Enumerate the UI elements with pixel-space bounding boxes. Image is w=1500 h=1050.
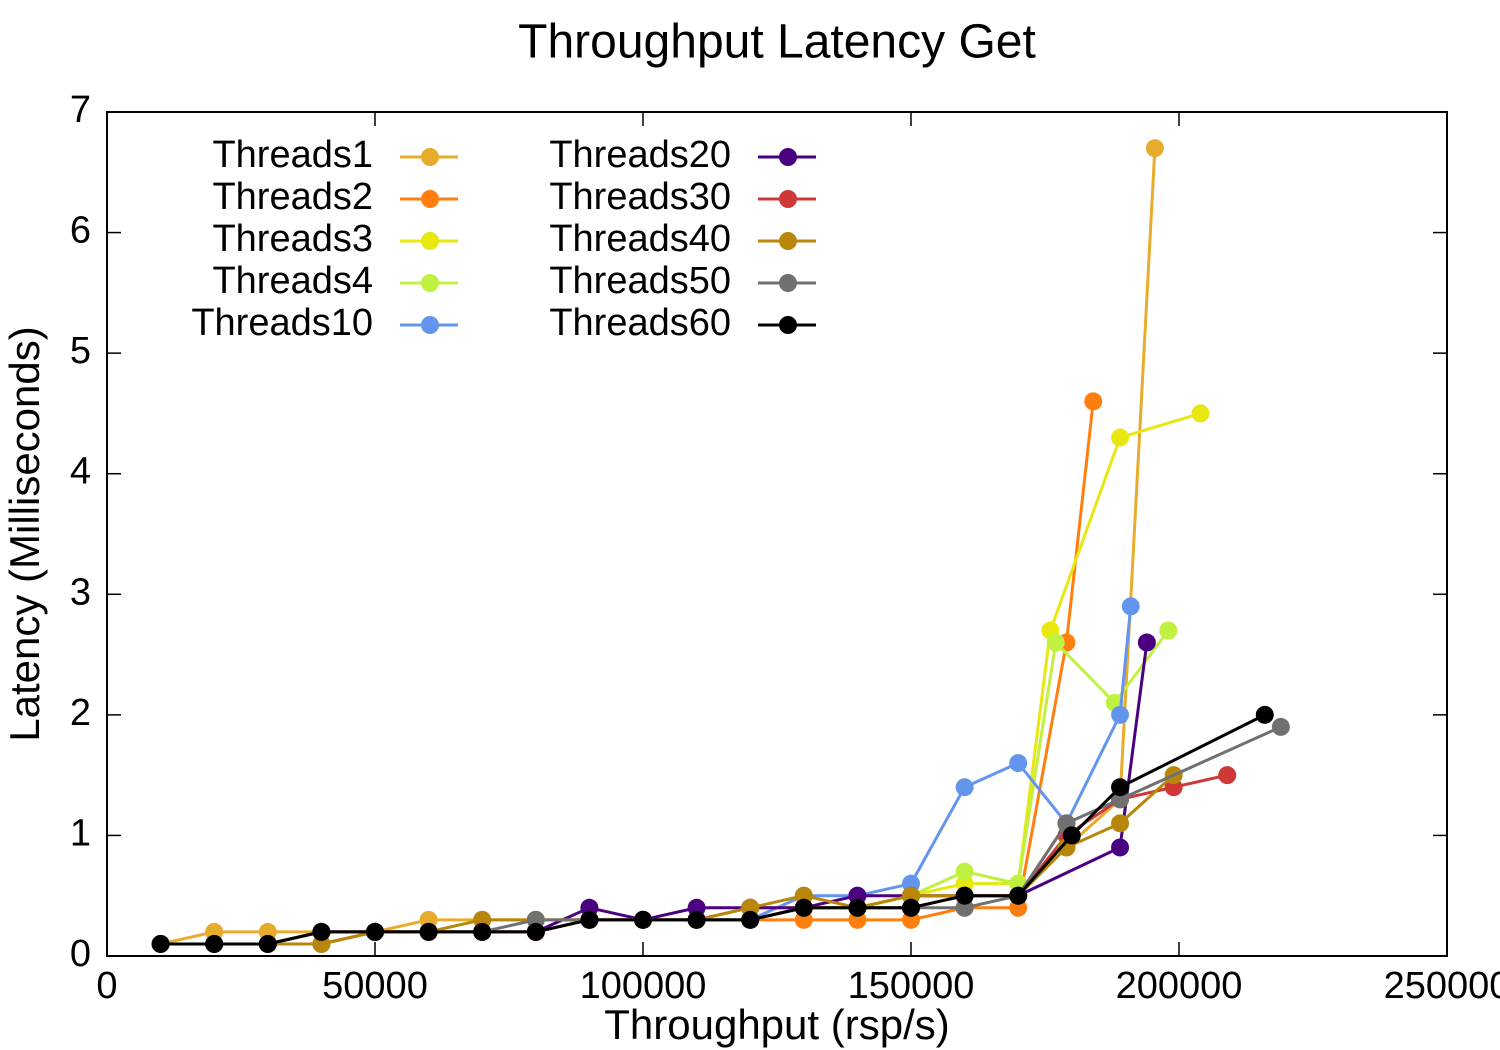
x-tick-label: 100000 (580, 965, 707, 1007)
y-tick-label: 2 (70, 692, 91, 734)
legend-label: Threads50 (549, 260, 731, 302)
data-point (473, 922, 492, 941)
legend-marker (779, 274, 797, 292)
data-point (955, 862, 974, 881)
data-point (580, 910, 599, 929)
legend-marker (779, 190, 797, 208)
data-point (1084, 392, 1103, 411)
legend-label: Threads2 (212, 176, 373, 218)
data-point (1218, 766, 1237, 785)
x-tick-label: 150000 (848, 965, 975, 1007)
data-point (741, 910, 760, 929)
legend-label: Threads40 (549, 218, 731, 260)
data-point (955, 886, 974, 905)
legend-label: Threads4 (212, 260, 373, 302)
data-point (1159, 621, 1178, 640)
chart-title: Throughput Latency Get (518, 16, 1036, 69)
data-point (955, 778, 974, 797)
x-tick-label: 50000 (322, 965, 428, 1007)
data-point (1111, 778, 1130, 797)
legend-marker (421, 232, 439, 250)
legend-marker (779, 232, 797, 250)
series-line (160, 725, 1282, 946)
y-axis-label: Latency (Milliseconds) (1, 326, 48, 742)
legend-label: Threads30 (549, 176, 731, 218)
data-point (687, 910, 706, 929)
data-point (258, 934, 277, 953)
series-line (160, 401, 1095, 946)
data-point (1255, 705, 1274, 724)
x-tick-label: 0 (96, 965, 117, 1007)
plot-frame (106, 111, 1448, 957)
data-point (526, 922, 545, 941)
data-point (1111, 705, 1130, 724)
data-point (634, 910, 652, 929)
data-point (1145, 139, 1164, 158)
data-point (1191, 404, 1210, 423)
series-line (160, 606, 1133, 946)
y-tick-label: 1 (70, 812, 91, 854)
data-point (1121, 597, 1140, 616)
data-point (1111, 838, 1130, 857)
y-tick-label: 6 (70, 210, 91, 252)
data-point (1009, 754, 1028, 773)
data-point (1137, 633, 1156, 652)
series-line (160, 713, 1266, 946)
data-point (1009, 886, 1028, 905)
y-tick-label: 5 (70, 330, 91, 372)
legend-label: Threads10 (191, 302, 373, 344)
x-tick-label: 250000 (1384, 965, 1500, 1007)
legend-label: Threads3 (212, 218, 373, 260)
y-tick-label: 4 (70, 451, 91, 493)
legend-label: Threads20 (549, 134, 731, 176)
data-point (366, 922, 384, 941)
data-point (312, 922, 331, 941)
legend-marker (421, 148, 439, 166)
x-tick-label: 200000 (1116, 965, 1243, 1007)
data-point (1111, 814, 1130, 833)
data-point (848, 898, 867, 917)
legend-marker (421, 274, 439, 292)
legend-marker (779, 316, 797, 334)
data-point (1062, 826, 1081, 845)
x-axis-label: Throughput (rsp/s) (604, 1001, 949, 1048)
data-point (419, 922, 438, 941)
data-point (151, 934, 170, 953)
legend-label: Threads1 (212, 134, 373, 176)
data-point (205, 934, 224, 953)
legend-marker (779, 148, 797, 166)
data-point (1111, 428, 1130, 447)
y-tick-label: 7 (70, 89, 91, 131)
y-tick-label: 3 (70, 571, 91, 613)
data-point (1046, 633, 1065, 652)
data-point (1271, 717, 1290, 736)
y-tick-label: 0 (70, 933, 91, 975)
legend-label: Threads60 (549, 302, 731, 344)
data-point (902, 898, 920, 917)
legend-marker (421, 316, 439, 334)
legend-marker (421, 190, 439, 208)
data-point (794, 898, 813, 917)
